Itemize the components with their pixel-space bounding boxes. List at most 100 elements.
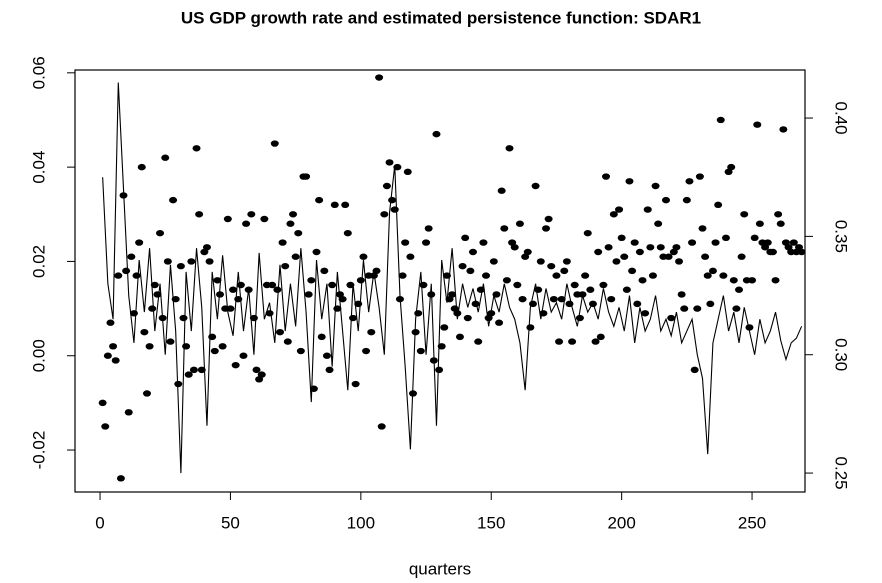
- data-point: [148, 305, 157, 312]
- data-point: [497, 187, 506, 194]
- x-tick-label: 250: [738, 513, 766, 532]
- data-point: [479, 239, 488, 246]
- data-point: [625, 178, 634, 185]
- data-point: [609, 211, 618, 218]
- data-point: [638, 277, 647, 284]
- data-point: [98, 399, 107, 407]
- data-point: [289, 211, 298, 218]
- x-axis-label: quarters: [409, 559, 471, 578]
- data-point: [789, 239, 798, 246]
- data-point: [385, 159, 394, 166]
- data-point: [223, 215, 232, 223]
- data-point: [377, 423, 386, 430]
- y-tick-label: 0.06: [29, 56, 48, 89]
- data-point: [307, 277, 316, 284]
- data-point: [661, 196, 670, 204]
- data-point: [388, 196, 397, 204]
- data-point: [677, 291, 686, 298]
- data-point: [239, 352, 248, 359]
- data-point: [591, 338, 600, 345]
- data-point: [202, 244, 211, 251]
- data-point: [192, 145, 201, 152]
- data-point: [737, 253, 746, 260]
- data-point: [555, 338, 564, 345]
- data-point: [257, 371, 266, 378]
- data-point: [294, 229, 303, 237]
- data-point: [325, 366, 334, 374]
- data-point: [471, 300, 480, 308]
- data-point: [685, 178, 694, 185]
- data-point: [688, 239, 697, 246]
- x-tick-label: 150: [477, 513, 505, 532]
- data-point: [779, 126, 788, 133]
- data-point: [495, 319, 504, 326]
- y2-tick-label: 0.35: [832, 220, 851, 253]
- data-point: [628, 267, 637, 275]
- data-point: [774, 211, 783, 218]
- chart-title: US GDP growth rate and estimated persist…: [181, 8, 701, 27]
- data-point: [776, 220, 785, 227]
- data-point: [145, 343, 154, 350]
- data-point: [189, 366, 198, 374]
- data-point: [557, 295, 566, 303]
- y2-tick-label: 0.40: [832, 101, 851, 134]
- plot-frame: [74, 69, 806, 493]
- data-point: [542, 225, 551, 232]
- data-point: [468, 248, 477, 256]
- data-point: [721, 234, 730, 242]
- data-point: [109, 343, 118, 350]
- data-point: [187, 258, 196, 265]
- x-tick-label: 0: [95, 513, 104, 532]
- data-point: [116, 475, 125, 482]
- y-tick-label: 0.04: [29, 151, 48, 184]
- data-point: [706, 300, 715, 308]
- data-point: [440, 324, 449, 331]
- data-point: [672, 244, 681, 251]
- data-point: [531, 182, 540, 190]
- x-tick-label: 200: [607, 513, 635, 532]
- data-point: [247, 211, 256, 218]
- data-point: [195, 211, 204, 218]
- data-point: [732, 305, 741, 312]
- data-point: [719, 272, 728, 279]
- data-point: [390, 206, 399, 213]
- data-point: [599, 281, 608, 289]
- data-point: [252, 366, 261, 374]
- data-point: [562, 258, 571, 265]
- data-point: [317, 333, 326, 341]
- data-point: [690, 366, 699, 374]
- data-point: [510, 244, 519, 251]
- data-point: [270, 140, 279, 147]
- y-tick-label: 0.02: [29, 245, 48, 278]
- data-point: [137, 163, 146, 171]
- data-point: [523, 248, 532, 256]
- data-point: [169, 196, 178, 204]
- y-tick-label: 0.00: [29, 339, 48, 372]
- x-tick-label: 100: [347, 513, 375, 532]
- data-point: [680, 305, 689, 312]
- data-point: [622, 286, 631, 293]
- data-point: [268, 281, 277, 289]
- data-point: [586, 286, 595, 293]
- data-point: [161, 154, 170, 161]
- data-point: [682, 196, 691, 204]
- data-point: [382, 182, 391, 190]
- data-point: [604, 244, 613, 251]
- data-point: [526, 324, 535, 331]
- data-point: [729, 277, 738, 284]
- data-point: [750, 234, 759, 242]
- data-point: [482, 272, 491, 279]
- data-point: [581, 272, 590, 279]
- data-point: [594, 248, 603, 256]
- data-point: [174, 380, 183, 388]
- data-point: [651, 182, 660, 190]
- data-point: [216, 291, 225, 298]
- data-point: [489, 258, 498, 265]
- data-point: [111, 357, 120, 364]
- data-point: [278, 239, 287, 246]
- data-point: [620, 253, 629, 260]
- data-point: [283, 338, 292, 345]
- data-point: [127, 253, 136, 260]
- data-point: [703, 272, 712, 279]
